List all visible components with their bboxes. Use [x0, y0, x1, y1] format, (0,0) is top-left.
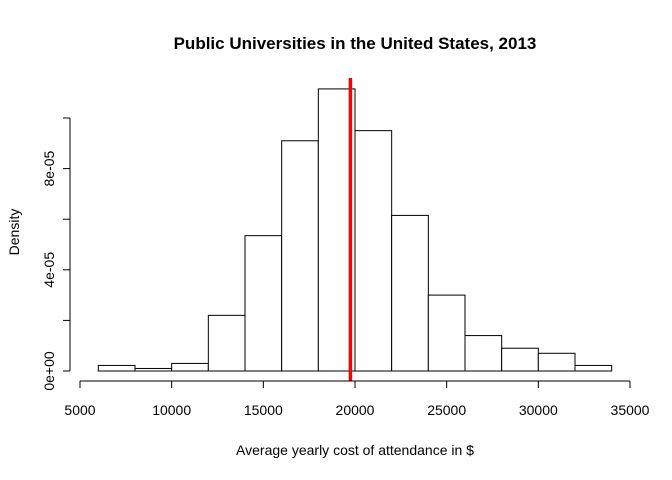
histogram-bar-8	[391, 214, 429, 372]
y-tick-label-0: 0e+00	[41, 351, 57, 391]
x-tick-label-1: 10000	[152, 402, 191, 418]
x-axis-label: Average yearly cost of attendance in $	[236, 442, 474, 458]
y-axis: 0e+00 4e-05 8e-05	[41, 117, 71, 391]
y-tick-label-2: 4e-05	[41, 252, 57, 288]
histogram-bar-0	[97, 364, 136, 372]
histogram-bar-3	[207, 314, 246, 372]
histogram-bar-7	[354, 130, 393, 372]
x-tick-label-3: 20000	[336, 402, 375, 418]
x-tick-label-6: 35000	[611, 402, 650, 418]
histogram-bar-2	[171, 362, 209, 372]
y-axis-label: Density	[6, 209, 22, 256]
histogram-bar-10	[464, 335, 503, 372]
histogram-bar-11	[501, 347, 539, 372]
histogram-bars	[97, 88, 613, 372]
x-axis: 5000 10000 15000 20000 25000 30000 35000	[64, 380, 650, 418]
histogram-bar-9	[427, 294, 466, 372]
chart-title: Public Universities in the United States…	[174, 34, 537, 53]
y-tick-label-4: 8e-05	[41, 150, 57, 186]
histogram-bar-1	[134, 367, 173, 372]
histogram-bar-12	[537, 352, 576, 372]
x-tick-label-0: 5000	[64, 402, 95, 418]
x-tick-label-4: 25000	[427, 402, 466, 418]
histogram-bar-5	[281, 140, 319, 372]
histogram-bar-13	[574, 364, 613, 372]
histogram-bar-4	[244, 235, 283, 372]
x-tick-label-5: 30000	[519, 402, 558, 418]
x-tick-label-2: 15000	[244, 402, 283, 418]
